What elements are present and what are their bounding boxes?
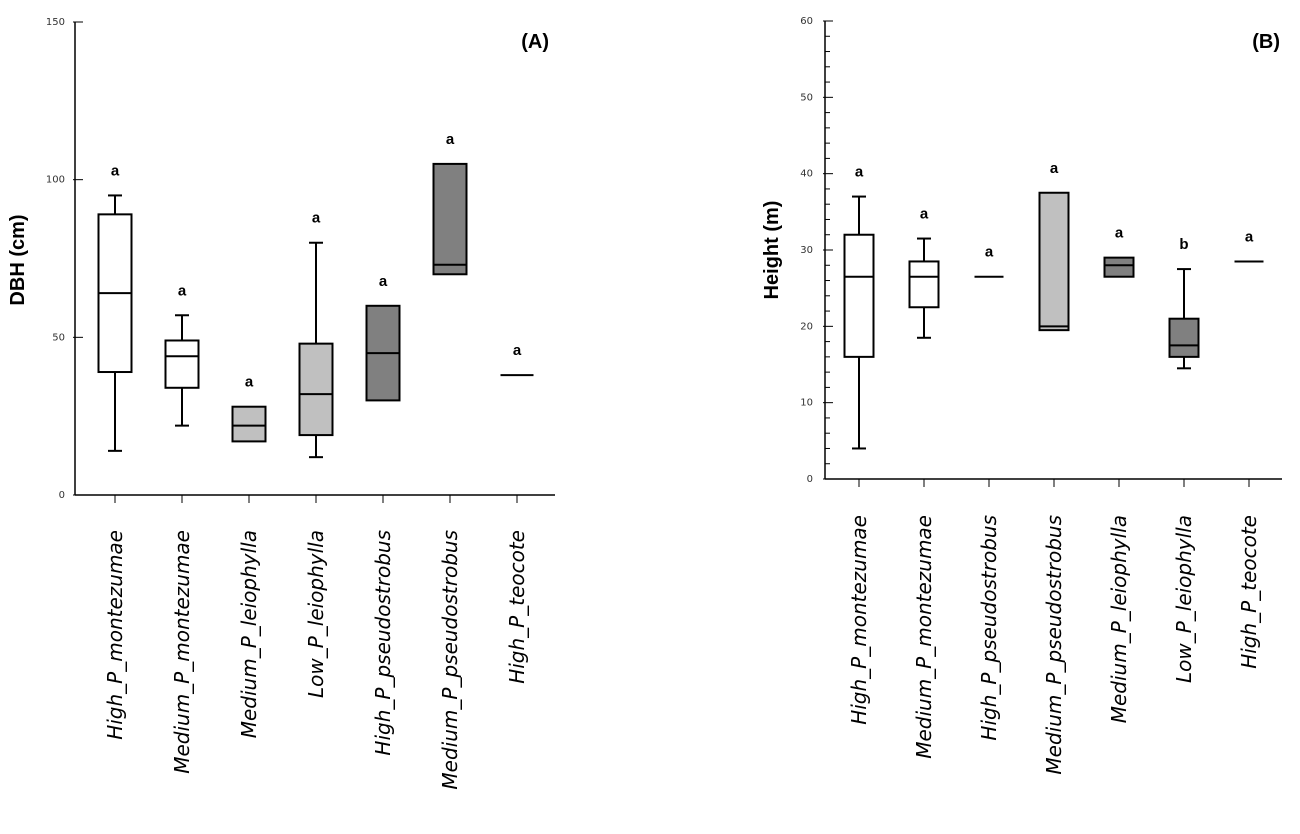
panel-b: 0 10 20 30 40 50 60 Height (m) (B) a High_P_montez… <box>761 16 1282 775</box>
significance-letter: a <box>245 374 254 391</box>
significance-letter: a <box>446 131 455 148</box>
box-group: a Medium_P_montezumae <box>164 282 200 774</box>
significance-letter: a <box>178 282 187 299</box>
category-label: High_P_montezumae <box>103 530 127 740</box>
box <box>843 233 875 358</box>
panel-a: 0 50 100 150 DBH (cm) (A) a High_P_montezumae a M… <box>7 17 555 790</box>
category-label: High_P_teocote <box>1237 515 1261 669</box>
y-tick-label: 50 <box>52 332 65 343</box>
y-axis-title: Height (m) <box>761 201 783 300</box>
category-label: High_P_teocote <box>505 530 529 684</box>
y-tick-label: 0 <box>59 490 65 501</box>
category-label: Medium_P_leiophylla <box>1107 515 1131 723</box>
box-group: a Medium_P_montezumae <box>908 206 940 759</box>
box-group: a Medium_P_pseudostrobus <box>1038 160 1070 775</box>
y-tick-label: 20 <box>800 321 813 332</box>
category-label: High_P_montezumae <box>847 515 871 725</box>
significance-letter: a <box>855 164 864 181</box>
significance-letter: a <box>1245 228 1254 245</box>
box-group: a High_P_pseudostrobus <box>365 273 401 756</box>
box-group: a High_P_montezumae <box>97 162 133 740</box>
box <box>298 342 334 437</box>
y-tick-label: 150 <box>46 17 65 28</box>
panel-title: (A) <box>521 31 549 53</box>
y-tick-label: 30 <box>800 245 813 256</box>
box <box>908 260 940 309</box>
y-tick-label: 0 <box>807 474 813 485</box>
box-group: a High_P_montezumae <box>843 164 875 725</box>
box-group: a High_P_pseudostrobus <box>974 244 1004 741</box>
y-tick-label: 60 <box>800 16 813 27</box>
significance-letter: a <box>1050 160 1059 177</box>
category-label: Medium_P_montezumae <box>170 530 194 774</box>
category-label: Low_P_leiophylla <box>304 530 328 698</box>
category-label: High_P_pseudostrobus <box>977 515 1001 741</box>
category-label: Medium_P_pseudostrobus <box>1042 515 1066 775</box>
box <box>1038 191 1070 332</box>
panel-title: (B) <box>1252 31 1280 53</box>
box-group: b Low_P_leiophylla <box>1168 236 1200 683</box>
significance-letter: a <box>379 273 388 290</box>
significance-letter: a <box>513 342 522 359</box>
box-group: a High_P_teocote <box>500 342 534 684</box>
category-label: Medium_P_leiophylla <box>237 530 261 738</box>
significance-letter: a <box>920 206 929 223</box>
box <box>432 162 468 276</box>
box-group: a High_P_teocote <box>1234 228 1264 669</box>
significance-letter: a <box>1115 225 1124 242</box>
y-tick-label: 10 <box>800 398 813 409</box>
y-tick-label: 100 <box>46 175 65 186</box>
box-group: a Medium_P_pseudostrobus <box>432 131 468 790</box>
box-group: a Medium_P_leiophylla <box>231 374 267 738</box>
category-label: Medium_P_pseudostrobus <box>438 530 462 790</box>
y-tick-label: 50 <box>800 92 813 103</box>
significance-letter: a <box>312 210 321 227</box>
category-label: Low_P_leiophylla <box>1172 515 1196 683</box>
box-group: a Medium_P_leiophylla <box>1103 225 1135 723</box>
significance-letter: a <box>985 244 994 261</box>
box-group: a Low_P_leiophylla <box>298 210 334 698</box>
box <box>1103 256 1135 278</box>
box <box>1168 317 1200 358</box>
category-label: High_P_pseudostrobus <box>371 530 395 756</box>
box <box>231 405 267 443</box>
box <box>164 339 200 389</box>
y-axis-title: DBH (cm) <box>7 214 29 305</box>
significance-letter: a <box>111 162 120 179</box>
y-tick-label: 40 <box>800 169 813 180</box>
significance-letter: b <box>1179 236 1188 253</box>
category-label: Medium_P_montezumae <box>912 515 936 759</box>
